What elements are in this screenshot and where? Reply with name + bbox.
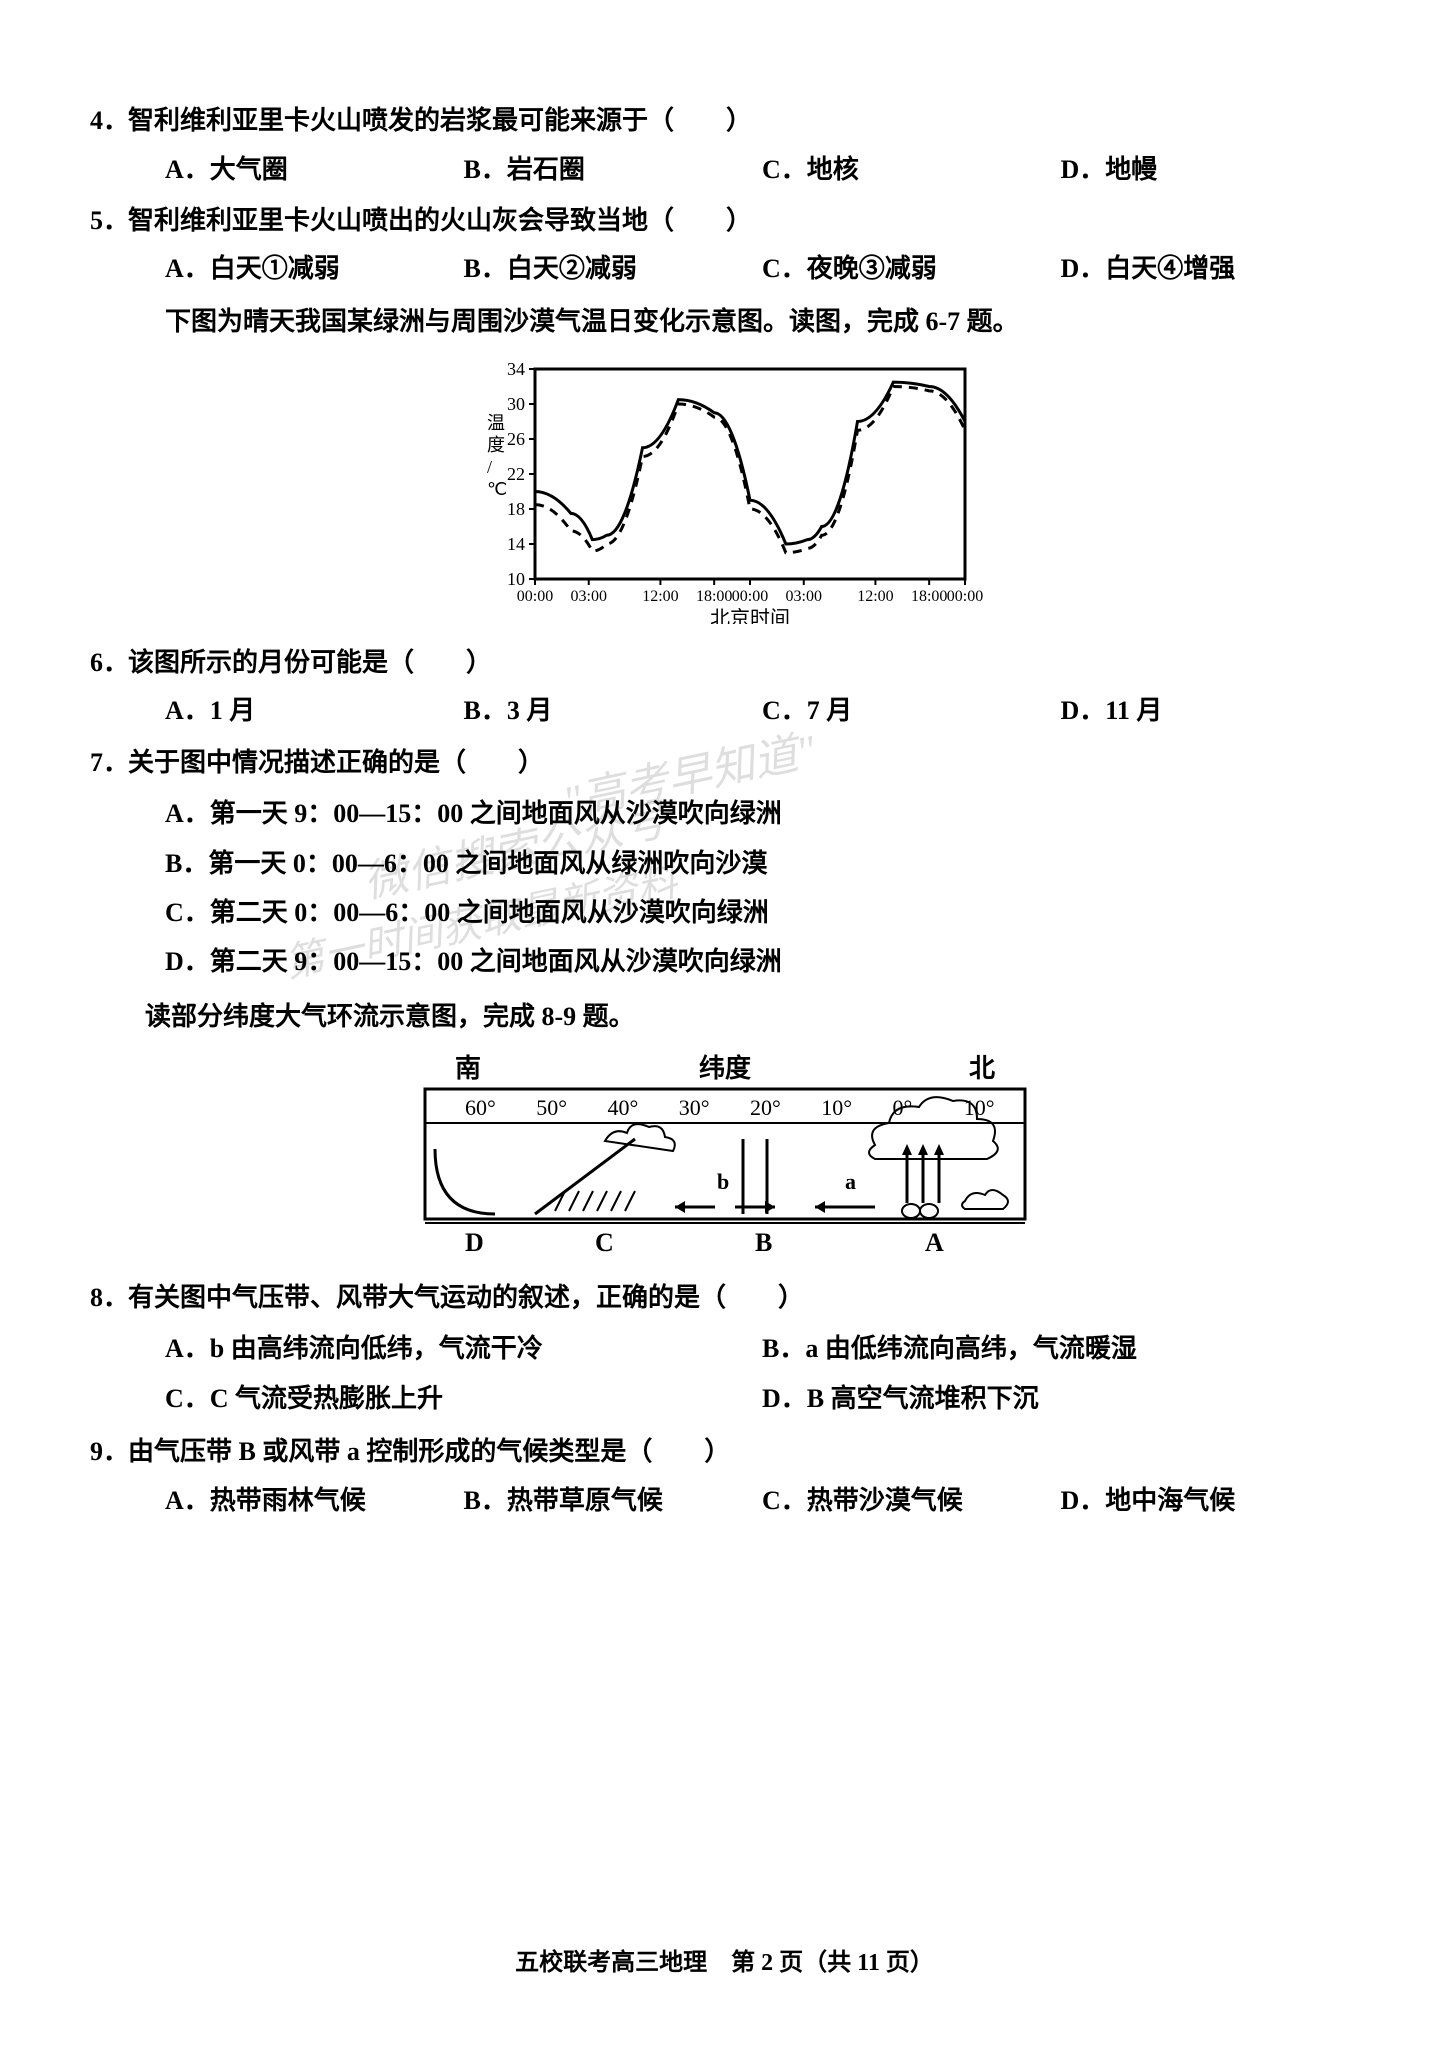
question-9: 9． 由气压带 B 或风带 a 控制形成的气候类型是（ ） A．热带雨林气候 B… (90, 1431, 1359, 1523)
svg-text:a: a (845, 1169, 856, 1194)
q4-stem: 4． 智利维利亚里卡火山喷发的岩浆最可能来源于（ ） (90, 100, 1359, 142)
q6-options: A．1 月 B．3 月 C．7 月 D．11 月 (90, 689, 1359, 733)
temperature-chart-svg: 1014182226303400:0003:0012:0018:0000:000… (465, 354, 985, 624)
q9-options: A．热带雨林气候 B．热带草原气候 C．热带沙漠气候 D．地中海气候 (90, 1479, 1359, 1523)
q6-opt-d: D．11 月 (1061, 689, 1360, 733)
svg-text:10: 10 (507, 569, 525, 589)
svg-text:30: 30 (507, 394, 525, 414)
question-6: 6． 该图所示的月份可能是（ ） A．1 月 B．3 月 C．7 月 D．11 … (90, 642, 1359, 734)
svg-text:12:00: 12:00 (642, 588, 678, 605)
question-4: 4． 智利维利亚里卡火山喷发的岩浆最可能来源于（ ） A．大气圈 B．岩石圈 C… (90, 100, 1359, 192)
q6-opt-c: C．7 月 (762, 689, 1061, 733)
page-footer: 五校联考高三地理 第 2 页（共 11 页） (0, 1942, 1449, 1977)
q9-stem: 9． 由气压带 B 或风带 a 控制形成的气候类型是（ ） (90, 1431, 1359, 1473)
q4-opt-a: A．大气圈 (165, 148, 464, 192)
svg-text:纬度: 纬度 (698, 1053, 750, 1083)
svg-text:度: 度 (487, 435, 505, 455)
svg-text:B: B (755, 1228, 772, 1257)
q7-opt-a: A．第一天 9：00—15：00 之间地面风从沙漠吹向绿洲 (165, 789, 1359, 838)
svg-text:温: 温 (487, 413, 505, 433)
q9-opt-d: D．地中海气候 (1061, 1479, 1360, 1523)
q4-options: A．大气圈 B．岩石圈 C．地核 D．地幔 (90, 148, 1359, 192)
svg-text:00:00: 00:00 (946, 588, 982, 605)
svg-text:b: b (717, 1169, 729, 1194)
q9-opt-a: A．热带雨林气候 (165, 1479, 464, 1523)
circulation-diagram-svg: 南纬度北60°50°40°30°20°10°0°10°baDCBA (405, 1049, 1045, 1259)
q6-opt-b: B．3 月 (464, 689, 763, 733)
figure-temperature-chart: 1014182226303400:0003:0012:0018:0000:000… (90, 354, 1359, 624)
q4-opt-b: B．岩石圈 (464, 148, 763, 192)
figure-circulation-diagram: 南纬度北60°50°40°30°20°10°0°10°baDCBA (90, 1049, 1359, 1259)
q7-opt-d: D．第二天 9：00—15：00 之间地面风从沙漠吹向绿洲 (165, 937, 1359, 986)
question-5: 5． 智利维利亚里卡火山喷出的火山灰会导致当地（ ） A．白天①减弱 B．白天②… (90, 200, 1359, 292)
svg-text:A: A (925, 1228, 944, 1257)
q5-options: A．白天①减弱 B．白天②减弱 C．夜晚③减弱 D．白天④增强 (90, 247, 1359, 291)
q9-text: 由气压带 B 或风带 a 控制形成的气候类型是（ ） (128, 1431, 1359, 1473)
q8-stem: 8． 有关图中气压带、风带大气运动的叙述，正确的是（ ） (90, 1277, 1359, 1319)
svg-text:D: D (465, 1228, 484, 1257)
q8-options: A．b 由高纬流向低纬，气流干冷 B．a 由低纬流向高纬，气流暖湿 C．C 气流… (90, 1324, 1359, 1423)
svg-text:/: / (487, 457, 492, 477)
svg-text:10°: 10° (821, 1095, 852, 1120)
svg-text:03:00: 03:00 (570, 588, 606, 605)
svg-text:30°: 30° (678, 1095, 709, 1120)
svg-text:50°: 50° (536, 1095, 567, 1120)
q4-opt-d: D．地幔 (1061, 148, 1360, 192)
svg-text:12:00: 12:00 (857, 588, 893, 605)
figure1-caption: 下图为晴天我国某绿洲与周围沙漠气温日变化示意图。读图，完成 6-7 题。 (90, 300, 1359, 344)
q9-opt-c: C．热带沙漠气候 (762, 1479, 1061, 1523)
q7-text: 关于图中情况描述正确的是（ ） (128, 742, 1359, 784)
svg-text:℃: ℃ (487, 479, 507, 499)
svg-text:00:00: 00:00 (516, 588, 552, 605)
q8-opt-c: C．C 气流受热膨胀上升 (165, 1374, 762, 1423)
q5-opt-d: D．白天④增强 (1061, 247, 1360, 291)
q7-stem: 7． 关于图中情况描述正确的是（ ） (90, 742, 1359, 784)
q8-opt-d: D．B 高空气流堆积下沉 (762, 1374, 1359, 1423)
svg-text:北京时间: 北京时间 (710, 607, 790, 624)
q6-opt-a: A．1 月 (165, 689, 464, 733)
svg-text:北: 北 (968, 1054, 994, 1083)
q4-text: 智利维利亚里卡火山喷发的岩浆最可能来源于（ ） (128, 100, 1359, 142)
svg-text:22: 22 (507, 464, 525, 484)
q5-opt-b: B．白天②减弱 (464, 247, 763, 291)
svg-text:34: 34 (507, 359, 525, 379)
q6-text: 该图所示的月份可能是（ ） (128, 642, 1359, 684)
svg-text:03:00: 03:00 (785, 588, 821, 605)
svg-text:南: 南 (455, 1054, 481, 1083)
q7-options: A．第一天 9：00—15：00 之间地面风从沙漠吹向绿洲 B．第一天 0：00… (90, 789, 1359, 987)
q6-num: 6． (90, 642, 128, 684)
q8-num: 8． (90, 1277, 128, 1319)
svg-text:14: 14 (507, 534, 525, 554)
svg-text:18:00: 18:00 (910, 588, 946, 605)
q6-stem: 6． 该图所示的月份可能是（ ） (90, 642, 1359, 684)
q8-opt-a: A．b 由高纬流向低纬，气流干冷 (165, 1324, 762, 1373)
q5-num: 5． (90, 200, 128, 242)
q5-opt-c: C．夜晚③减弱 (762, 247, 1061, 291)
question-8: 8． 有关图中气压带、风带大气运动的叙述，正确的是（ ） A．b 由高纬流向低纬… (90, 1277, 1359, 1423)
figure2-caption: 读部分纬度大气环流示意图，完成 8-9 题。 (90, 995, 1359, 1039)
q4-opt-c: C．地核 (762, 148, 1061, 192)
svg-text:18:00: 18:00 (695, 588, 731, 605)
q8-text: 有关图中气压带、风带大气运动的叙述，正确的是（ ） (128, 1277, 1359, 1319)
svg-text:18: 18 (507, 499, 525, 519)
q7-opt-b: B．第一天 0：00—6：00 之间地面风从绿洲吹向沙漠 (165, 839, 1359, 888)
svg-text:60°: 60° (465, 1095, 496, 1120)
q5-text: 智利维利亚里卡火山喷出的火山灰会导致当地（ ） (128, 200, 1359, 242)
q5-opt-a: A．白天①减弱 (165, 247, 464, 291)
svg-text:40°: 40° (607, 1095, 638, 1120)
svg-text:C: C (595, 1228, 614, 1257)
q7-num: 7． (90, 742, 128, 784)
q7-opt-c: C．第二天 0：00—6：00 之间地面风从沙漠吹向绿洲 (165, 888, 1359, 937)
svg-text:26: 26 (507, 429, 525, 449)
q8-opt-b: B．a 由低纬流向高纬，气流暖湿 (762, 1324, 1359, 1373)
svg-text:00:00: 00:00 (731, 588, 767, 605)
svg-text:10°: 10° (963, 1095, 994, 1120)
q9-num: 9． (90, 1431, 128, 1473)
question-7: 7． 关于图中情况描述正确的是（ ） A．第一天 9：00—15：00 之间地面… (90, 742, 1359, 987)
q5-stem: 5． 智利维利亚里卡火山喷出的火山灰会导致当地（ ） (90, 200, 1359, 242)
q9-opt-b: B．热带草原气候 (464, 1479, 763, 1523)
svg-text:20°: 20° (750, 1095, 781, 1120)
q4-num: 4． (90, 100, 128, 142)
